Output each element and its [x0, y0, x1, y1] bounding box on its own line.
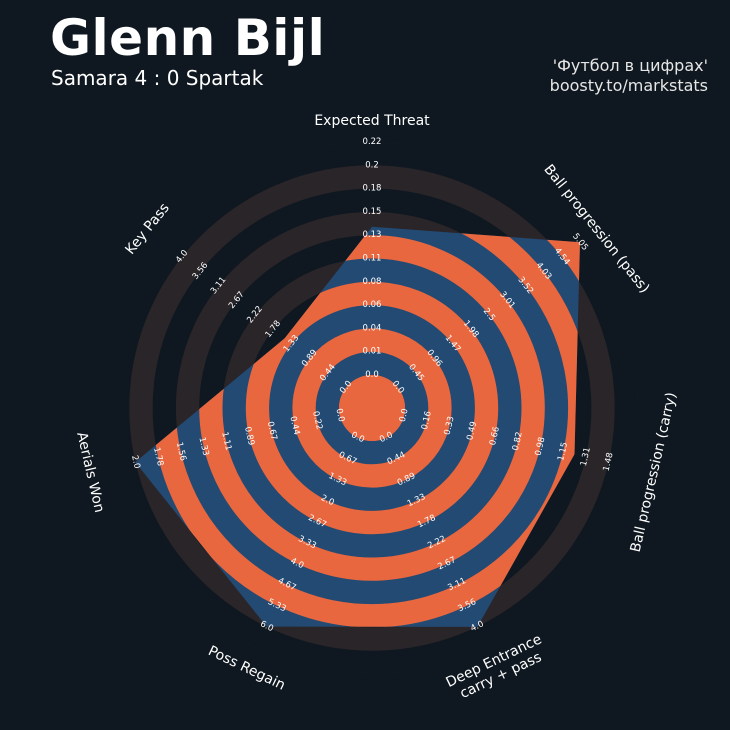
tick-label: 0.67: [265, 421, 279, 442]
tick-label: 1.11: [219, 431, 233, 452]
radar-ring-gap: [105, 141, 639, 675]
tick-label: 0.22: [310, 410, 324, 431]
tick-label: 0.49: [465, 421, 479, 442]
tick-label: 1.31: [579, 446, 593, 467]
tick-label: 0.98: [534, 436, 548, 457]
tick-label: 1.48: [602, 452, 616, 473]
tick-label: 0.22: [363, 137, 382, 147]
credit-channel: 'Футбол в цифрах': [552, 56, 708, 75]
tick-label: 0.0: [365, 370, 379, 380]
tick-label: 1.56: [174, 441, 188, 462]
tick-label: 0.18: [363, 184, 382, 194]
tick-label: 1.78: [151, 446, 165, 467]
tick-label: 0.16: [420, 410, 434, 431]
radar-band: [199, 235, 545, 581]
tick-label: 0.2: [365, 160, 379, 170]
player-name-title: Glenn Bijl: [50, 9, 326, 67]
param-label-line: Aerials Won: [73, 430, 107, 514]
tick-label: 0.13: [363, 230, 382, 240]
tick-label: 0.08: [363, 277, 382, 287]
tick-label: 1.33: [197, 436, 211, 457]
tick-label: 0.82: [511, 431, 525, 452]
tick-label: 0.44: [287, 415, 301, 436]
tick-label: 0.06: [363, 300, 382, 310]
credit-url: boosty.to/markstats: [549, 76, 708, 95]
match-subtitle: Samara 4 : 0 Spartak: [51, 66, 264, 90]
tick-label: 0.04: [363, 323, 382, 333]
tick-label: 2.0: [129, 454, 142, 469]
tick-label: 0.33: [443, 415, 457, 436]
param-label-line: Expected Threat: [314, 113, 430, 129]
radar-band: [292, 328, 452, 488]
tick-label: 0.89: [242, 426, 256, 447]
tick-label: 0.15: [363, 207, 382, 217]
radar-center-disc: [339, 375, 405, 441]
tick-label: 0.0: [333, 408, 346, 423]
param-label: Expected Threat: [314, 113, 430, 129]
tick-label: 0.66: [488, 426, 502, 447]
credit-block: 'Футбол в цифрах' boosty.to/markstats: [550, 56, 708, 96]
radar-band: [245, 281, 499, 535]
tick-label: 1.15: [556, 441, 570, 462]
tick-label: 0.0: [398, 408, 411, 423]
tick-label: 0.01: [363, 347, 382, 357]
param-label: Aerials Won: [73, 430, 107, 514]
tick-label: 0.11: [363, 254, 382, 264]
